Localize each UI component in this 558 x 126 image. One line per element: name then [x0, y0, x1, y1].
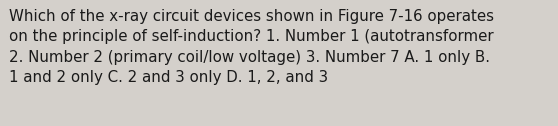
Text: Which of the x-ray circuit devices shown in Figure 7-16 operates
on the principl: Which of the x-ray circuit devices shown…	[9, 9, 494, 85]
